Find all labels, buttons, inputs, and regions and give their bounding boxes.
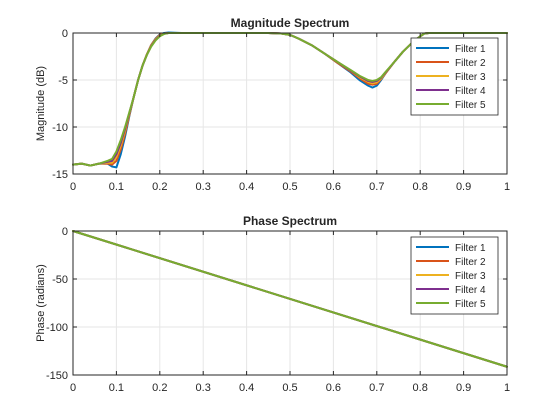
phase-ytick-label: -100: [46, 322, 68, 334]
phase-xtick-label: 1: [504, 382, 510, 394]
magnitude-ytick-label: 0: [62, 28, 68, 40]
phase-legend-label-filter-2: Filter 2: [455, 257, 486, 268]
phase-xtick-label: 0.3: [196, 382, 211, 394]
magnitude-ytick-label: -15: [52, 169, 68, 181]
phase-xtick-label: 0.9: [456, 382, 471, 394]
magnitude-xtick-label: 0.6: [326, 181, 341, 193]
magnitude-legend-label-filter-1: Filter 1: [455, 44, 486, 55]
phase-legend-label-filter-5: Filter 5: [455, 299, 486, 310]
magnitude-xtick-label: 0.5: [282, 181, 297, 193]
phase-legend-label-filter-4: Filter 4: [455, 285, 486, 296]
magnitude-y-axis-label: Magnitude (dB): [35, 66, 47, 141]
magnitude-legend-label-filter-3: Filter 3: [455, 72, 486, 83]
phase-xtick-label: 0.2: [152, 382, 167, 394]
magnitude-xtick-label: 0.9: [456, 181, 471, 193]
phase-xtick-label: 0.5: [282, 382, 297, 394]
phase-chart-title: Phase Spectrum: [243, 214, 337, 228]
phase-xtick-label: 0: [70, 382, 76, 394]
phase-ytick-label: -50: [52, 274, 68, 286]
magnitude-xtick-label: 0.7: [369, 181, 384, 193]
phase-ytick-label: -150: [46, 370, 68, 382]
phase-legend-label-filter-1: Filter 1: [455, 243, 486, 254]
magnitude-axes: 0 0.1 0.2 0.3 0.4 0.5 0.6 0.7 0.8 0.9 1 0 -5 -10 -15 Ma…: [35, 16, 510, 193]
magnitude-xtick-label: 0: [70, 181, 76, 193]
magnitude-legend-label-filter-5: Filter 5: [455, 100, 486, 111]
phase-xtick-label: 0.6: [326, 382, 341, 394]
phase-xtick-label: 0.8: [413, 382, 428, 394]
phase-xtick-label: 0.1: [109, 382, 124, 394]
magnitude-ytick-label: -5: [58, 75, 68, 87]
magnitude-xtick-label: 1: [504, 181, 510, 193]
magnitude-legend-label-filter-2: Filter 2: [455, 58, 486, 69]
magnitude-xtick-label: 0.3: [196, 181, 211, 193]
magnitude-xtick-label: 0.8: [413, 181, 428, 193]
magnitude-chart-title: Magnitude Spectrum: [231, 16, 350, 30]
magnitude-xtick-label: 0.2: [152, 181, 167, 193]
phase-axes: 0 0.1 0.2 0.3 0.4 0.5 0.6 0.7 0.8 0.9 1 0 -50 -100 -15…: [35, 214, 510, 394]
magnitude-xtick-label: 0.1: [109, 181, 124, 193]
magnitude-xtick-label: 0.4: [239, 181, 254, 193]
magnitude-ytick-label: -10: [52, 122, 68, 134]
magnitude-legend-label-filter-4: Filter 4: [455, 86, 486, 97]
phase-ytick-label: 0: [62, 226, 68, 238]
phase-y-axis-label: Phase (radians): [35, 264, 47, 342]
phase-legend-label-filter-3: Filter 3: [455, 271, 486, 282]
phase-xtick-label: 0.4: [239, 382, 254, 394]
phase-xtick-label: 0.7: [369, 382, 384, 394]
